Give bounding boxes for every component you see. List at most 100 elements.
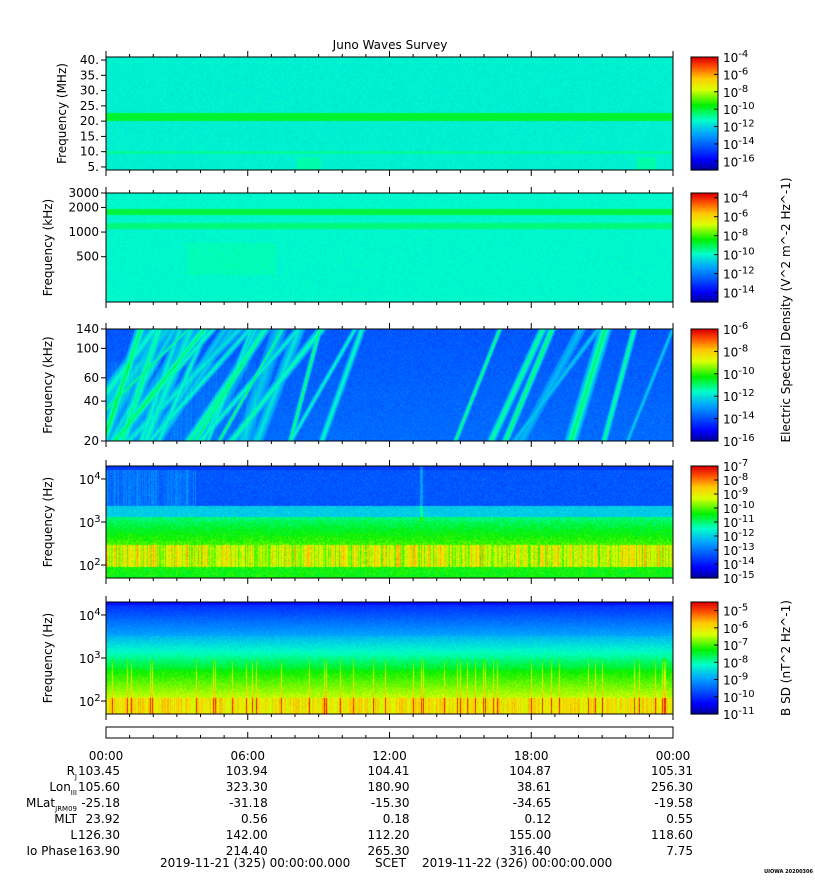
ephemeris-value: 104.87	[509, 764, 551, 778]
colorbar-segment	[691, 622, 718, 625]
colorbar-segment	[691, 122, 718, 126]
colorbar-tick-label: 10-9	[723, 486, 748, 502]
colorbar-segment	[691, 550, 718, 553]
colorbar-segment	[691, 334, 718, 338]
colorbar-segment	[691, 203, 718, 207]
colorbar-segment	[691, 414, 718, 418]
colorbar-segment	[691, 551, 718, 555]
colorbar-segment	[691, 508, 718, 512]
y-tick-label: 40	[84, 394, 99, 408]
colorbar-segment	[691, 104, 718, 107]
colorbar-segment	[691, 242, 718, 245]
colorbar-segment	[691, 205, 718, 209]
colorbar-segment	[691, 637, 718, 640]
colorbar-segment	[691, 62, 718, 66]
colorbar-segment	[691, 536, 718, 540]
colorbar-tick-label: 10-14	[723, 285, 755, 301]
colorbar-segment	[691, 381, 718, 384]
y-tick-label: 5.	[88, 160, 99, 174]
colorbar-segment	[691, 497, 718, 501]
colorbar-tick-label: 10-7	[723, 637, 748, 653]
colorbar-segment	[691, 480, 718, 484]
colorbar-tick-label: 10-13	[723, 542, 755, 558]
colorbar-segment	[691, 194, 718, 198]
colorbar-segment	[691, 639, 718, 642]
colorbar-segment	[691, 646, 718, 650]
colorbar-segment	[691, 57, 718, 60]
ephemeris-value: 23.92	[86, 812, 120, 826]
colorbar-segment	[691, 229, 718, 232]
colorbar-segment	[691, 222, 718, 225]
colorbar-segment	[691, 394, 718, 397]
colorbar-segment	[691, 516, 718, 519]
colorbar-segment	[691, 650, 718, 653]
colorbar-segment	[691, 490, 718, 493]
colorbar-segment	[691, 220, 718, 223]
colorbar-segment	[691, 360, 718, 364]
colorbar-segment	[691, 654, 718, 657]
colorbar-segment	[691, 710, 718, 713]
colorbar-segment	[691, 661, 718, 665]
colorbar-segment	[691, 691, 718, 695]
colorbar-segment	[691, 633, 718, 637]
colorbar-segment	[691, 689, 718, 693]
ephemeris-value: 38.61	[517, 780, 551, 794]
colorbar-segment	[691, 193, 718, 196]
colorbar-segment	[691, 343, 718, 347]
colorbar-segment	[691, 136, 718, 139]
y-tick-label: 104	[79, 471, 101, 487]
colorbar-segment	[691, 484, 718, 488]
colorbar-segment	[691, 665, 718, 668]
colorbar-segment	[691, 431, 718, 435]
ephemeris-value: 126.30	[78, 828, 120, 842]
ephemeris-value: 7.75	[666, 844, 693, 858]
colorbar-segment	[691, 605, 718, 609]
colorbar-segment	[691, 87, 718, 90]
footer-end-date: 2019-11-22 (326) 00:00:00.000	[422, 856, 612, 870]
y-axis-label: Frequency (MHz)	[55, 63, 69, 164]
colorbar-segment	[691, 433, 718, 436]
colorbar-label-electric: Electric Spectral Density (V^2 m^-2 Hz^-…	[779, 177, 793, 442]
colorbar-segment	[691, 252, 718, 256]
y-tick-label: 15.	[80, 129, 99, 143]
colorbar-segment	[691, 540, 718, 544]
spectrogram-image-1	[106, 57, 673, 170]
colorbar-tick-label: 10-16	[723, 433, 755, 449]
colorbar-segment	[691, 488, 718, 491]
colorbar-segment	[691, 231, 718, 234]
colorbar-label-magnetic: B SD (nT^2 Hz^-1)	[779, 600, 793, 716]
colorbar-segment	[691, 243, 718, 247]
colorbar-segment	[691, 285, 718, 289]
colorbar-segment	[691, 385, 718, 388]
colorbar-segment	[691, 94, 718, 98]
colorbar-tick-label: 10-15	[723, 570, 755, 586]
colorbar-3: 10-6 10-8 10-10 10-12 10-14 10-16	[690, 321, 755, 449]
colorbar-segment	[691, 223, 718, 227]
colorbar-segment	[691, 407, 718, 410]
colorbar-tick-label: 10-10	[723, 689, 755, 705]
colorbar-segment	[691, 510, 718, 514]
colorbar-segment	[691, 216, 718, 220]
colorbar-segment	[691, 90, 718, 94]
colorbar-segment	[691, 667, 718, 670]
ephemeris-label: L	[70, 828, 77, 842]
colorbar-segment	[691, 207, 718, 210]
colorbar-segment	[691, 357, 718, 360]
colorbar-segment	[691, 699, 718, 702]
colorbar-segment	[691, 336, 718, 339]
colorbar-segment	[691, 553, 718, 557]
colorbar-segment	[691, 527, 718, 531]
colorbar-segment	[691, 486, 718, 489]
ephemeris-value: 265.30	[368, 844, 410, 858]
y-tick-label: 103	[79, 650, 101, 666]
colorbar-segment	[691, 482, 718, 486]
colorbar-segment	[691, 570, 718, 573]
colorbar-segment	[691, 260, 718, 263]
y-tick-label: 3000	[68, 186, 99, 200]
ephemeris-value: 0.18	[383, 812, 410, 826]
colorbar-segment	[691, 362, 718, 366]
colorbar-segment	[691, 162, 718, 165]
colorbar-segment	[691, 546, 718, 549]
colorbar-segment	[691, 269, 718, 272]
